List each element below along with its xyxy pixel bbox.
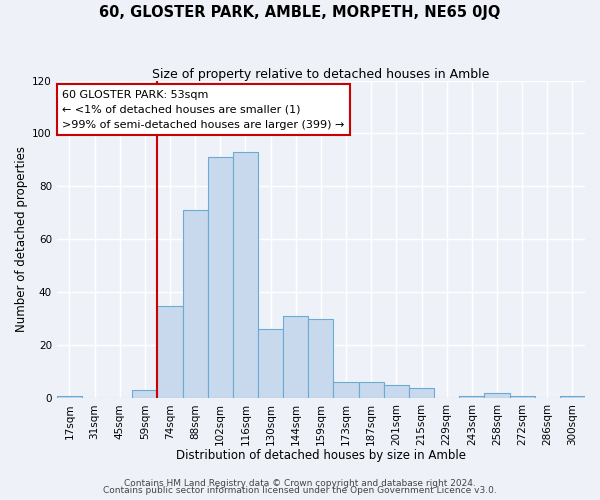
Y-axis label: Number of detached properties: Number of detached properties [15,146,28,332]
Bar [258,330,283,398]
Text: 60, GLOSTER PARK, AMBLE, MORPETH, NE65 0JQ: 60, GLOSTER PARK, AMBLE, MORPETH, NE65 0… [100,5,500,20]
Title: Size of property relative to detached houses in Amble: Size of property relative to detached ho… [152,68,490,80]
Bar [57,396,82,398]
Bar [308,319,334,398]
Text: Contains HM Land Registry data © Crown copyright and database right 2024.: Contains HM Land Registry data © Crown c… [124,478,476,488]
Bar [208,158,233,398]
Bar [182,210,208,398]
Bar [384,385,409,398]
Text: 60 GLOSTER PARK: 53sqm
← <1% of detached houses are smaller (1)
>99% of semi-det: 60 GLOSTER PARK: 53sqm ← <1% of detached… [62,90,344,130]
Bar [409,388,434,398]
Bar [334,382,359,398]
X-axis label: Distribution of detached houses by size in Amble: Distribution of detached houses by size … [176,450,466,462]
Text: Contains public sector information licensed under the Open Government Licence v3: Contains public sector information licen… [103,486,497,495]
Bar [560,396,585,398]
Bar [132,390,157,398]
Bar [233,152,258,398]
Bar [459,396,484,398]
Bar [509,396,535,398]
Bar [359,382,384,398]
Bar [484,393,509,398]
Bar [157,306,182,398]
Bar [283,316,308,398]
